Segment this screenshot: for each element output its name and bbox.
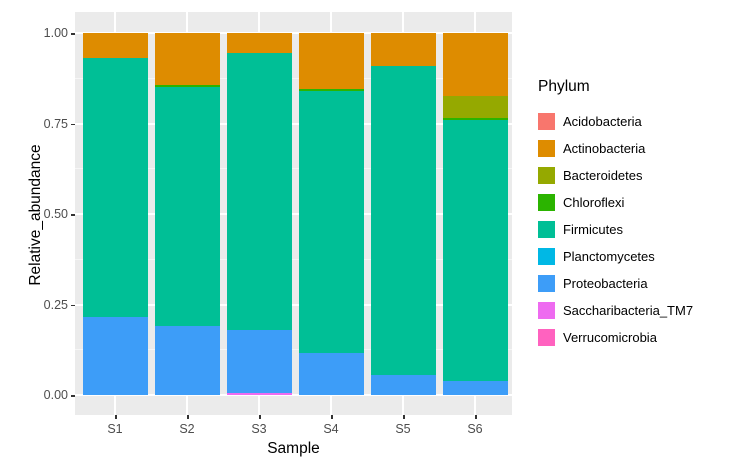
gridline-minor [75,77,512,79]
legend-swatch-icon [538,113,555,130]
y-tick-label: 0.00 [43,388,68,402]
x-axis-tick [115,415,117,419]
bar-segment-S4-Actinobacteria [298,33,364,90]
x-tick-label-S6: S6 [467,422,483,436]
bar-segment-S5-Firmicutes [370,65,436,376]
x-tick-label-S4: S4 [323,422,339,436]
y-axis-tick [71,214,75,216]
legend-swatch-icon [538,167,555,184]
bar-segment-S1-Firmicutes [82,58,148,318]
legend-item-Actinobacteria: Actinobacteria [538,135,733,162]
gridline-major [75,32,512,34]
x-axis-tick [187,415,189,419]
legend-item-Bacteroidetes: Bacteroidetes [538,162,733,189]
bar-segment-S5-Actinobacteria [370,33,436,66]
bar-segment-S3-Firmicutes [226,52,292,330]
gridline-major [75,213,512,215]
bar-segment-S6-Firmicutes [442,119,508,381]
legend-label: Acidobacteria [563,114,642,129]
legend-item-Firmicutes: Firmicutes [538,216,733,243]
gridline-minor [75,349,512,351]
gridline-minor [75,168,512,170]
x-axis-tick [475,415,477,419]
bar-segment-S6-Actinobacteria [442,33,508,97]
legend-item-Acidobacteria: Acidobacteria [538,108,733,135]
plot-panel [75,12,512,415]
legend-label: Planctomycetes [563,249,655,264]
gridline-major [75,394,512,396]
bar-segment-S3-Saccharibacteria_TM7 [226,393,292,395]
x-tick-label-S2: S2 [179,422,195,436]
y-tick-label: 0.25 [43,297,68,312]
y-axis-title: Relative_abundance [27,144,44,286]
bar-segment-S6-Chloroflexi [442,118,508,120]
bar-segment-S2-Actinobacteria [154,33,220,86]
legend-item-Saccharibacteria_TM7: Saccharibacteria_TM7 [538,297,733,324]
bar-segment-S2-Chloroflexi [154,85,220,88]
bar-segment-S2-Proteobacteria [154,326,220,395]
bar-segment-S4-Chloroflexi [298,89,364,91]
legend-label: Chloroflexi [563,195,625,210]
gridline-minor [75,258,512,260]
bar-segment-S4-Proteobacteria [298,353,364,395]
legend-swatch-icon [538,221,555,238]
legend-swatch-icon [538,329,555,346]
bar-segment-S3-Proteobacteria [226,329,292,394]
y-axis-tick [71,395,75,397]
bar-segment-S4-Firmicutes [298,90,364,354]
x-tick-label-S1: S1 [107,422,123,436]
y-tick-label: 1.00 [43,26,68,40]
x-axis-tick [331,415,333,419]
bar-segment-S6-Bacteroidetes [442,96,508,119]
x-axis-tick [403,415,405,419]
gridline-major [75,122,512,125]
bar-segment-S1-Proteobacteria [82,317,148,395]
y-axis-tick [71,304,75,306]
legend-item-Proteobacteria: Proteobacteria [538,270,733,297]
x-axis-tick [259,415,261,419]
legend-swatch-icon [538,302,555,319]
legend-item-Chloroflexi: Chloroflexi [538,189,733,216]
y-tick-label: 0.75 [43,116,68,131]
gridline-major [75,303,512,306]
legend-item-Planctomycetes: Planctomycetes [538,243,733,270]
x-tick-label-S5: S5 [395,422,411,436]
legend-title: Phylum [538,78,590,95]
legend-item-Verrucomicrobia: Verrucomicrobia [538,324,733,351]
y-tick-label: 0.50 [43,207,68,221]
bar-segment-S6-Proteobacteria [442,380,508,395]
legend-label: Verrucomicrobia [563,330,657,345]
x-tick-label-S3: S3 [251,422,267,436]
y-axis-tick [71,33,75,35]
legend-items: Acidobacteria Actinobacteria Bacteroidetes… [538,108,733,351]
bar-segment-S3-Actinobacteria [226,33,292,53]
legend-swatch-icon [538,248,555,265]
legend-swatch-icon [538,140,555,157]
bar-segment-S1-Actinobacteria [82,33,148,59]
bar-segment-S5-Proteobacteria [370,375,436,395]
legend-label: Actinobacteria [563,141,646,156]
legend-label: Proteobacteria [563,276,648,291]
legend-label: Bacteroidetes [563,168,643,183]
legend: Phylum Acidobacteria Actinobacteria Bacter… [538,78,733,351]
legend-label: Saccharibacteria_TM7 [563,303,694,318]
x-axis-title: Sample [267,440,320,457]
bar-segment-S2-Firmicutes [154,87,220,327]
legend-swatch-icon [538,275,555,292]
legend-label: Firmicutes [563,222,623,237]
legend-swatch-icon [538,194,555,211]
y-axis-tick [71,123,75,125]
